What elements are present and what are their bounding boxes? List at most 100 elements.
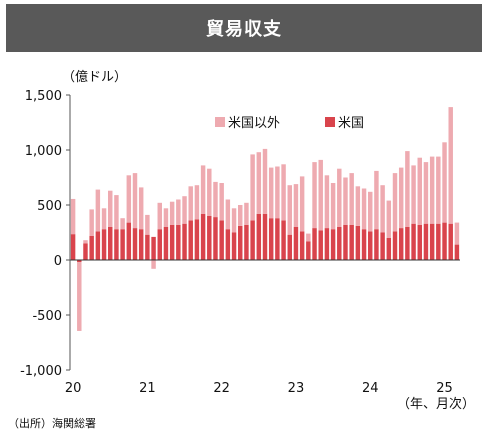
bar-non-us: [281, 164, 286, 221]
bar-us: [176, 224, 181, 260]
bar-non-us: [411, 165, 416, 224]
bar-us: [380, 232, 385, 260]
bar-us: [219, 220, 224, 260]
bar-us: [207, 216, 212, 260]
x-unit-label: （年、月次）: [397, 396, 475, 412]
bar-us: [70, 234, 76, 260]
legend-label-us: 米国: [338, 116, 364, 131]
bar-non-us: [262, 148, 268, 214]
bar-non-us: [114, 195, 119, 230]
bar-us: [429, 223, 435, 260]
bar-us: [293, 227, 299, 260]
bar-us: [194, 219, 200, 260]
bar-non-us: [454, 222, 460, 245]
bar-non-us: [176, 199, 181, 225]
bar-non-us: [219, 183, 224, 221]
x-axis-ticks: 20 21 22 23 24 25: [65, 381, 453, 396]
bar-us: [101, 229, 107, 260]
bar-us: [448, 223, 453, 260]
y-unit-label: （億ドル）: [62, 69, 127, 85]
x-tick-label: 21: [139, 381, 156, 396]
bar-non-us: [238, 205, 243, 226]
bar-us: [268, 218, 274, 260]
bar-us: [299, 231, 305, 260]
bar-non-us: [101, 208, 107, 230]
bar-non-us: [157, 202, 162, 230]
bar-us: [132, 228, 138, 260]
bars-group: [70, 107, 460, 331]
bar-non-us: [126, 175, 132, 223]
bar-us: [454, 244, 460, 260]
x-tick-label: 20: [65, 381, 82, 396]
bar-us: [138, 229, 144, 260]
legend-label-non-us: 米国以外: [228, 116, 280, 131]
bar-non-us: [355, 186, 361, 226]
bar-us: [436, 223, 441, 260]
bar-us: [108, 227, 113, 260]
bar-non-us: [442, 142, 447, 223]
bar-us: [114, 229, 119, 260]
x-tick-label: 22: [213, 381, 230, 396]
bar-us: [442, 222, 447, 260]
bar-us: [95, 231, 101, 260]
bar-us: [281, 220, 286, 260]
bar-us: [169, 224, 175, 260]
y-axis-ticks: -1,000 -500 0 500 1,000 1,500: [20, 89, 70, 379]
bar-non-us: [70, 198, 76, 235]
bar-non-us: [151, 260, 156, 269]
bar-us: [244, 224, 249, 260]
bar-non-us: [231, 208, 237, 233]
bar-us: [287, 234, 292, 260]
bar-us: [306, 241, 311, 260]
bar-non-us: [138, 187, 144, 230]
y-tick-label: 0: [54, 254, 62, 269]
bar-non-us: [145, 214, 150, 235]
y-tick-label: -1,000: [20, 364, 62, 379]
bar-non-us: [213, 181, 218, 218]
bar-non-us: [337, 168, 342, 227]
bar-us: [225, 229, 231, 260]
bar-non-us: [132, 173, 138, 229]
source-note: （出所）海関総署: [8, 417, 96, 430]
y-tick-label: -500: [32, 309, 62, 324]
bar-non-us: [343, 177, 348, 225]
bar-non-us: [182, 196, 187, 224]
bar-non-us: [120, 218, 125, 230]
bar-non-us: [386, 200, 392, 238]
bar-us: [200, 213, 206, 260]
bar-us: [386, 238, 392, 260]
legend: 米国以外 米国: [215, 116, 364, 131]
bar-non-us: [361, 188, 367, 230]
bar-us: [231, 232, 237, 260]
bar-non-us: [287, 185, 292, 235]
bar-non-us: [89, 209, 94, 236]
bar-non-us: [330, 183, 336, 230]
bar-us: [262, 213, 268, 260]
bar-non-us: [256, 152, 262, 214]
bar-non-us: [207, 168, 212, 216]
bar-non-us: [368, 191, 373, 232]
bar-non-us: [318, 159, 323, 231]
bar-non-us: [306, 233, 311, 242]
bar-us: [312, 228, 317, 260]
bar-non-us: [163, 208, 169, 227]
bar-us: [374, 229, 379, 260]
bar-non-us: [392, 173, 398, 232]
bar-us: [324, 228, 330, 260]
bar-us: [349, 224, 354, 260]
y-tick-label: 1,000: [25, 144, 62, 159]
legend-swatch-us: [325, 117, 335, 127]
bar-non-us: [448, 107, 453, 224]
bar-non-us: [398, 167, 404, 229]
bar-non-us: [423, 162, 429, 224]
legend-swatch-non-us: [215, 117, 225, 127]
bar-non-us: [299, 176, 305, 232]
bar-us: [77, 260, 82, 263]
bar-non-us: [83, 240, 88, 244]
bar-us: [361, 229, 367, 260]
bar-us: [145, 234, 150, 260]
bar-us: [182, 223, 187, 260]
x-tick-label: 25: [436, 381, 453, 396]
bar-non-us: [429, 156, 435, 224]
bar-non-us: [225, 199, 231, 230]
